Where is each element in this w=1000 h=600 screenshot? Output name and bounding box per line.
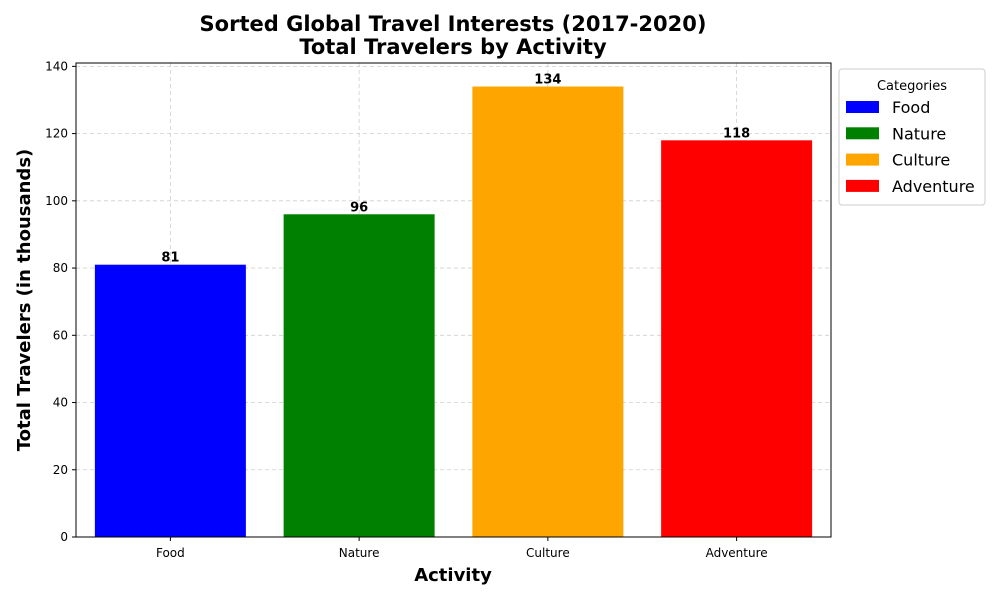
chart-subtitle: Total Travelers by Activity bbox=[299, 35, 607, 59]
bar-culture bbox=[472, 86, 624, 537]
y-axis-ticks: 0 20 40 60 80 100 120 140 bbox=[45, 59, 76, 544]
y-tick-label: 20 bbox=[53, 463, 68, 477]
y-tick-label: 60 bbox=[53, 328, 68, 342]
y-axis-label: Total Travelers (in thousands) bbox=[14, 149, 35, 452]
legend-label-nature: Nature bbox=[892, 124, 946, 143]
legend-swatch-culture bbox=[846, 153, 879, 166]
x-tick-label-food: Food bbox=[156, 546, 185, 560]
data-label-nature: 96 bbox=[350, 200, 368, 215]
legend: Categories Food Nature Culture Adventure bbox=[838, 68, 986, 206]
x-axis-ticks: Food Nature Culture Adventure bbox=[156, 537, 768, 560]
legend-swatch-food bbox=[846, 101, 879, 113]
legend-swatch-adventure bbox=[846, 179, 879, 192]
legend-entries: Food Nature Culture Adventure bbox=[846, 98, 975, 196]
plot-frame bbox=[75, 62, 832, 538]
bars bbox=[94, 86, 813, 537]
legend-swatch-nature bbox=[846, 127, 879, 140]
bar-adventure bbox=[661, 140, 813, 537]
data-label-food: 81 bbox=[161, 251, 179, 266]
y-tick-label: 100 bbox=[45, 194, 68, 208]
x-tick-label-culture: Culture bbox=[526, 546, 570, 560]
y-tick-label: 140 bbox=[45, 59, 68, 73]
x-axis-label: Activity bbox=[414, 565, 492, 586]
legend-label-culture: Culture bbox=[892, 151, 950, 170]
chart-title: Sorted Global Travel Interests (2017-202… bbox=[200, 12, 707, 36]
legend-title: Categories bbox=[877, 79, 947, 94]
y-tick-label: 0 bbox=[60, 530, 68, 544]
bar-food bbox=[94, 264, 246, 537]
data-label-adventure: 118 bbox=[723, 126, 750, 141]
legend-label-food: Food bbox=[892, 98, 930, 117]
y-tick-label: 120 bbox=[45, 127, 68, 141]
x-tick-label-nature: Nature bbox=[339, 546, 380, 560]
data-label-culture: 134 bbox=[534, 73, 561, 88]
y-tick-label: 40 bbox=[53, 396, 68, 410]
bar-nature bbox=[283, 214, 435, 537]
y-tick-label: 80 bbox=[53, 261, 68, 275]
legend-label-adventure: Adventure bbox=[892, 177, 975, 196]
x-tick-label-adventure: Adventure bbox=[706, 546, 768, 560]
data-labels: 81 96 134 118 bbox=[161, 73, 750, 266]
